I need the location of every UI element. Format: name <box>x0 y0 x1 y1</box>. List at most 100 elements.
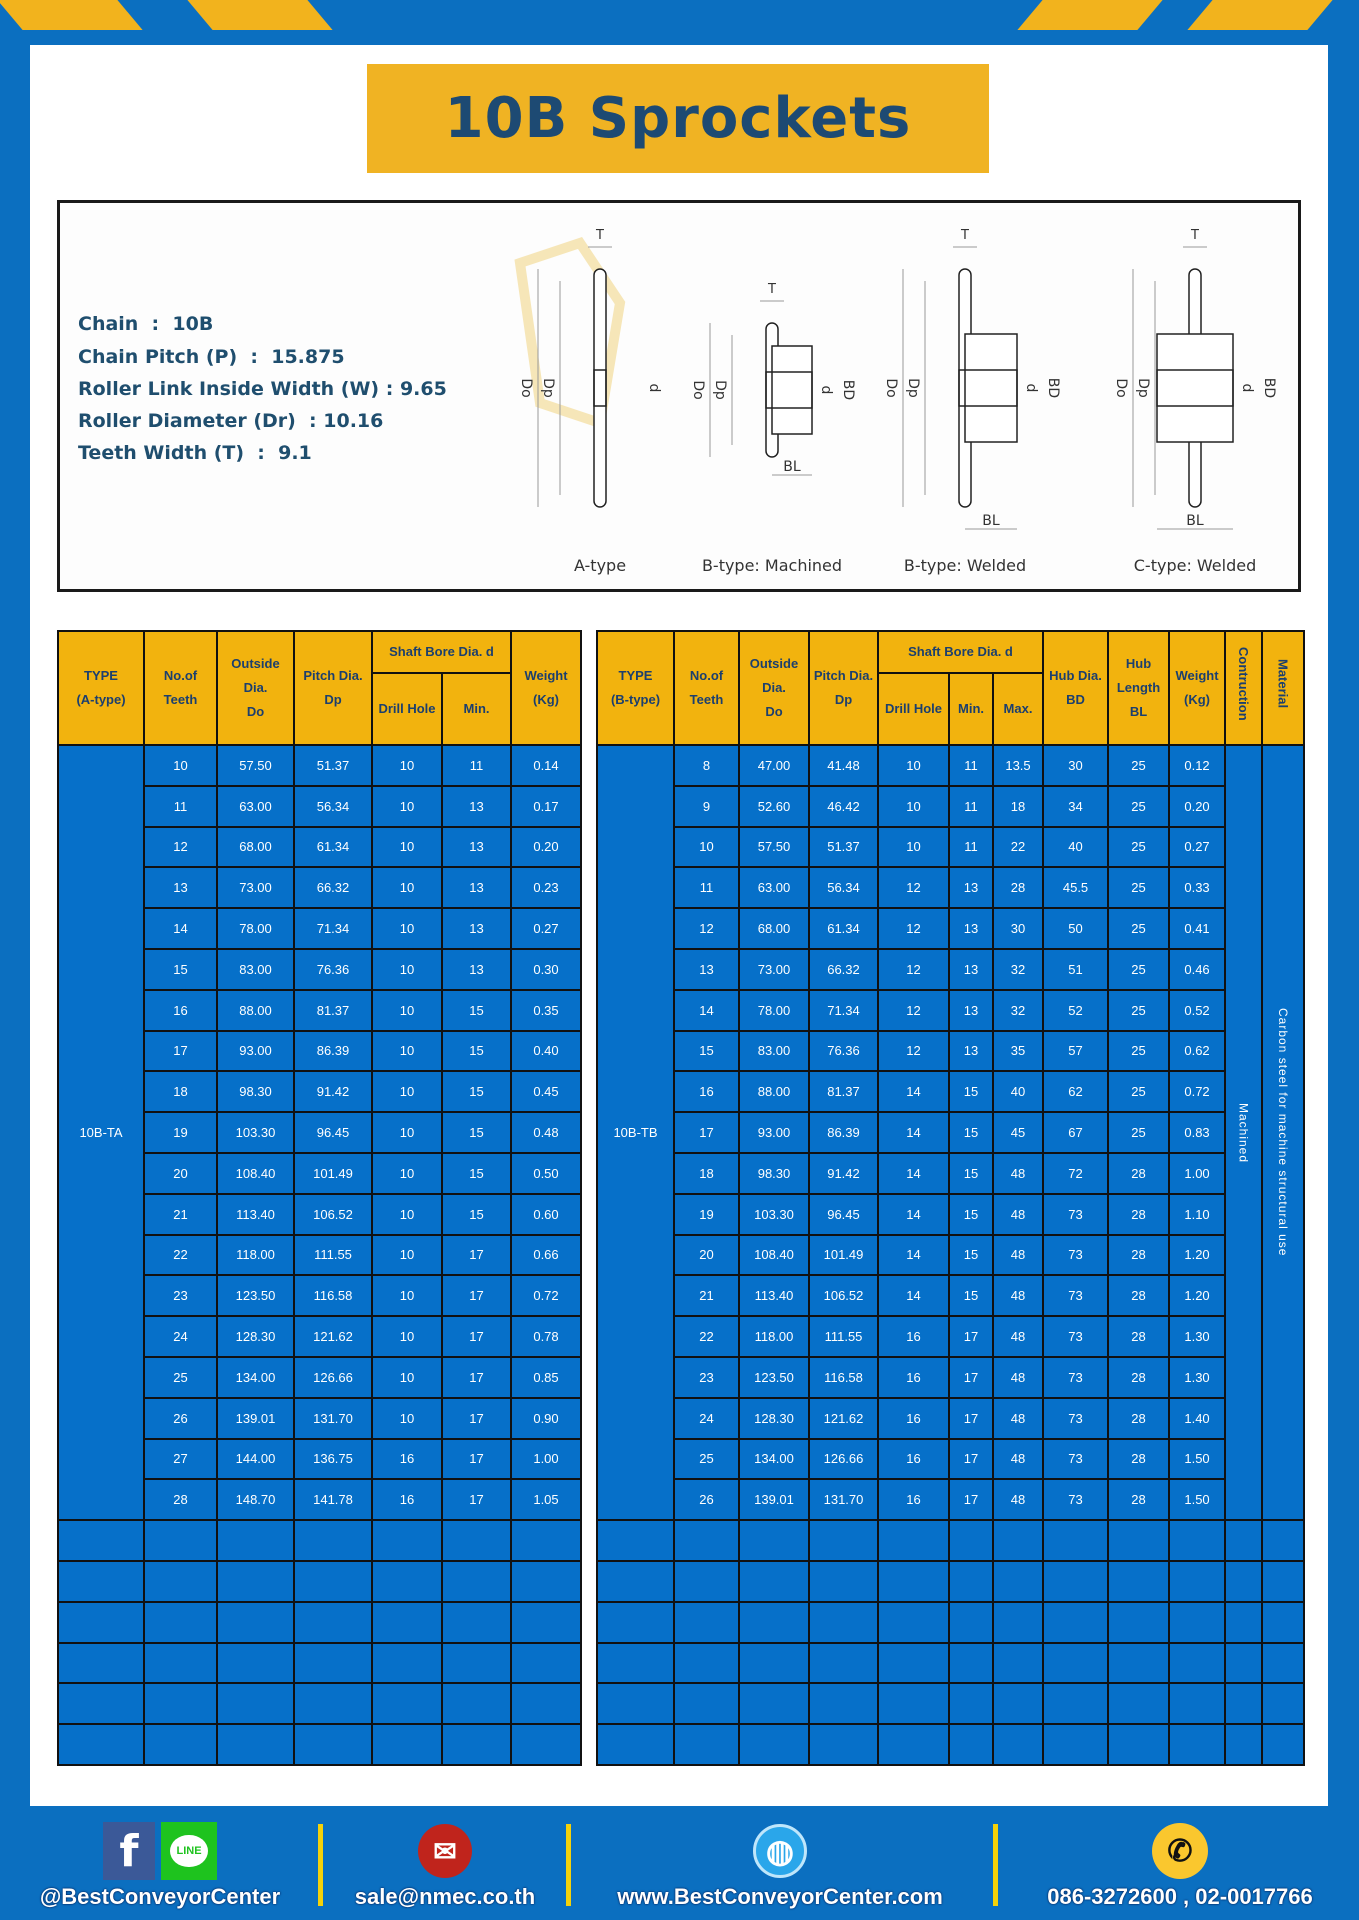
empty-cell <box>673 1641 740 1685</box>
dp-label: Dp <box>540 378 556 398</box>
type-caption: A-type <box>574 556 626 575</box>
cell-weight: 0.48 <box>510 1111 582 1154</box>
cell-weight: 0.66 <box>510 1233 582 1277</box>
empty-cell <box>738 1682 810 1726</box>
cell-hub-dia: 67 <box>1042 1111 1110 1154</box>
t-label: T <box>1190 228 1199 243</box>
cell-drill-hole: 10 <box>877 825 950 869</box>
cell-outside-dia: 47.00 <box>738 744 810 787</box>
empty-cell <box>510 1600 582 1644</box>
empty-cell <box>1042 1559 1110 1603</box>
empty-cell <box>1261 1682 1306 1726</box>
empty-cell <box>371 1559 443 1603</box>
cell-hub-dia: 72 <box>1042 1151 1110 1195</box>
empty-cell <box>441 1723 512 1766</box>
cell-hub-length: 28 <box>1107 1233 1171 1277</box>
cell-weight: 0.72 <box>510 1274 582 1318</box>
social-handle[interactable]: @BestConveyorCenter <box>39 1884 281 1909</box>
empty-row <box>57 1682 582 1726</box>
footer-phone[interactable]: ✆ 086-3272600 , 02-0017766 <box>1005 1806 1355 1920</box>
header-material-cell: Material <box>1261 630 1306 746</box>
empty-cell <box>57 1641 145 1685</box>
table-row: 12 68.00 61.34 10 13 0.20 <box>58 825 582 869</box>
footer-social[interactable]: f LINE @BestConveyorCenter <box>20 1806 300 1920</box>
sprocket-hub <box>771 345 813 435</box>
website-link[interactable]: www.BestConveyorCenter.com <box>617 1884 943 1909</box>
cell-pitch-dia: 81.37 <box>293 988 373 1032</box>
cell-drill-hole: 10 <box>371 1274 443 1318</box>
empty-cell <box>441 1559 512 1603</box>
empty-cell <box>673 1723 740 1766</box>
cell-weight: 0.83 <box>1168 1111 1227 1154</box>
cell-weight: 1.10 <box>1168 1192 1227 1236</box>
bl-label: BL <box>1186 513 1204 529</box>
cell-drill-hole: 14 <box>877 1192 950 1236</box>
cell-pitch-dia: 86.39 <box>293 1029 373 1073</box>
empty-cell <box>877 1682 950 1726</box>
empty-cell <box>948 1559 994 1603</box>
cell-outside-dia: 83.00 <box>216 947 295 991</box>
cell-weight: 0.27 <box>1168 825 1227 869</box>
cell-pitch-dia: 96.45 <box>808 1192 879 1236</box>
footer-divider <box>318 1824 323 1906</box>
email-link[interactable]: sale@nmec.co.th <box>354 1884 536 1909</box>
cell-hub-dia: 62 <box>1042 1070 1110 1114</box>
table-row: 26 139.01 131.70 10 17 0.90 <box>58 1396 582 1440</box>
cell-hub-dia: 50 <box>1042 907 1110 950</box>
table-row: 13 73.00 66.32 10 13 0.23 <box>58 866 582 910</box>
spec-inside-width: Roller Link Inside Width (W) : 9.65 <box>78 378 447 400</box>
cell-max-bore: 32 <box>991 988 1045 1032</box>
cell-teeth: 13 <box>673 947 740 991</box>
empty-cell <box>596 1600 675 1644</box>
footer-email[interactable]: ✉ sale@nmec.co.th <box>330 1806 560 1920</box>
cell-hub-dia: 73 <box>1042 1233 1110 1277</box>
header-construction-cell: Contruction <box>1224 630 1264 746</box>
cell-hub-length: 28 <box>1107 1437 1171 1481</box>
empty-cell <box>143 1723 218 1766</box>
empty-cell <box>1107 1519 1171 1562</box>
cell-max-bore: 40 <box>991 1070 1045 1114</box>
cell-pitch-dia: 81.37 <box>808 1070 879 1114</box>
empty-row <box>57 1641 582 1685</box>
cell-weight: 1.00 <box>1168 1151 1227 1195</box>
empty-cell <box>293 1723 373 1766</box>
empty-cell <box>1107 1641 1171 1685</box>
cell-drill-hole: 10 <box>371 988 443 1032</box>
empty-cell <box>371 1519 443 1562</box>
cell-pitch-dia: 66.32 <box>293 866 373 910</box>
line-icon[interactable]: LINE <box>161 1822 217 1880</box>
do-label: Do <box>1113 378 1129 397</box>
cell-weight: 0.20 <box>510 825 582 869</box>
empty-cell <box>216 1559 295 1603</box>
cell-hub-dia: 73 <box>1042 1478 1110 1522</box>
facebook-icon[interactable]: f <box>103 1822 155 1880</box>
cell-drill-hole: 14 <box>877 1070 950 1114</box>
cell-hub-dia: 51 <box>1042 947 1110 991</box>
cell-max-bore: 48 <box>991 1274 1045 1318</box>
cell-outside-dia: 98.30 <box>216 1070 295 1114</box>
header-teeth: No.of Teeth <box>673 630 740 746</box>
cell-teeth: 24 <box>673 1396 740 1440</box>
cell-teeth: 23 <box>143 1274 218 1318</box>
cell-pitch-dia: 106.52 <box>808 1274 879 1318</box>
cell-min-bore: 13 <box>441 784 512 828</box>
cell-pitch-dia: 136.75 <box>293 1437 373 1481</box>
footer-website[interactable]: ◍ www.BestConveyorCenter.com <box>580 1806 980 1920</box>
table-row: 20 108.40 101.49 10 15 0.50 <box>58 1151 582 1195</box>
header-pitch-dia: Pitch Dia. Dp <box>808 630 879 746</box>
cell-weight: 0.30 <box>510 947 582 991</box>
cell-hub-dia: 73 <box>1042 1396 1110 1440</box>
cell-max-bore: 48 <box>991 1233 1045 1277</box>
cell-min-bore: 11 <box>948 744 994 787</box>
email-icon[interactable]: ✉ <box>418 1824 472 1878</box>
empty-cell <box>1107 1682 1171 1726</box>
cell-hub-length: 25 <box>1107 1070 1171 1114</box>
cell-teeth: 17 <box>143 1029 218 1073</box>
cell-max-bore: 48 <box>991 1151 1045 1195</box>
header-shaft-bore: Shaft Bore Dia. d <box>371 630 512 674</box>
globe-icon[interactable]: ◍ <box>753 1824 807 1878</box>
cell-pitch-dia: 91.42 <box>293 1070 373 1114</box>
cell-outside-dia: 68.00 <box>738 907 810 950</box>
phone-icon[interactable]: ✆ <box>1152 1823 1208 1879</box>
